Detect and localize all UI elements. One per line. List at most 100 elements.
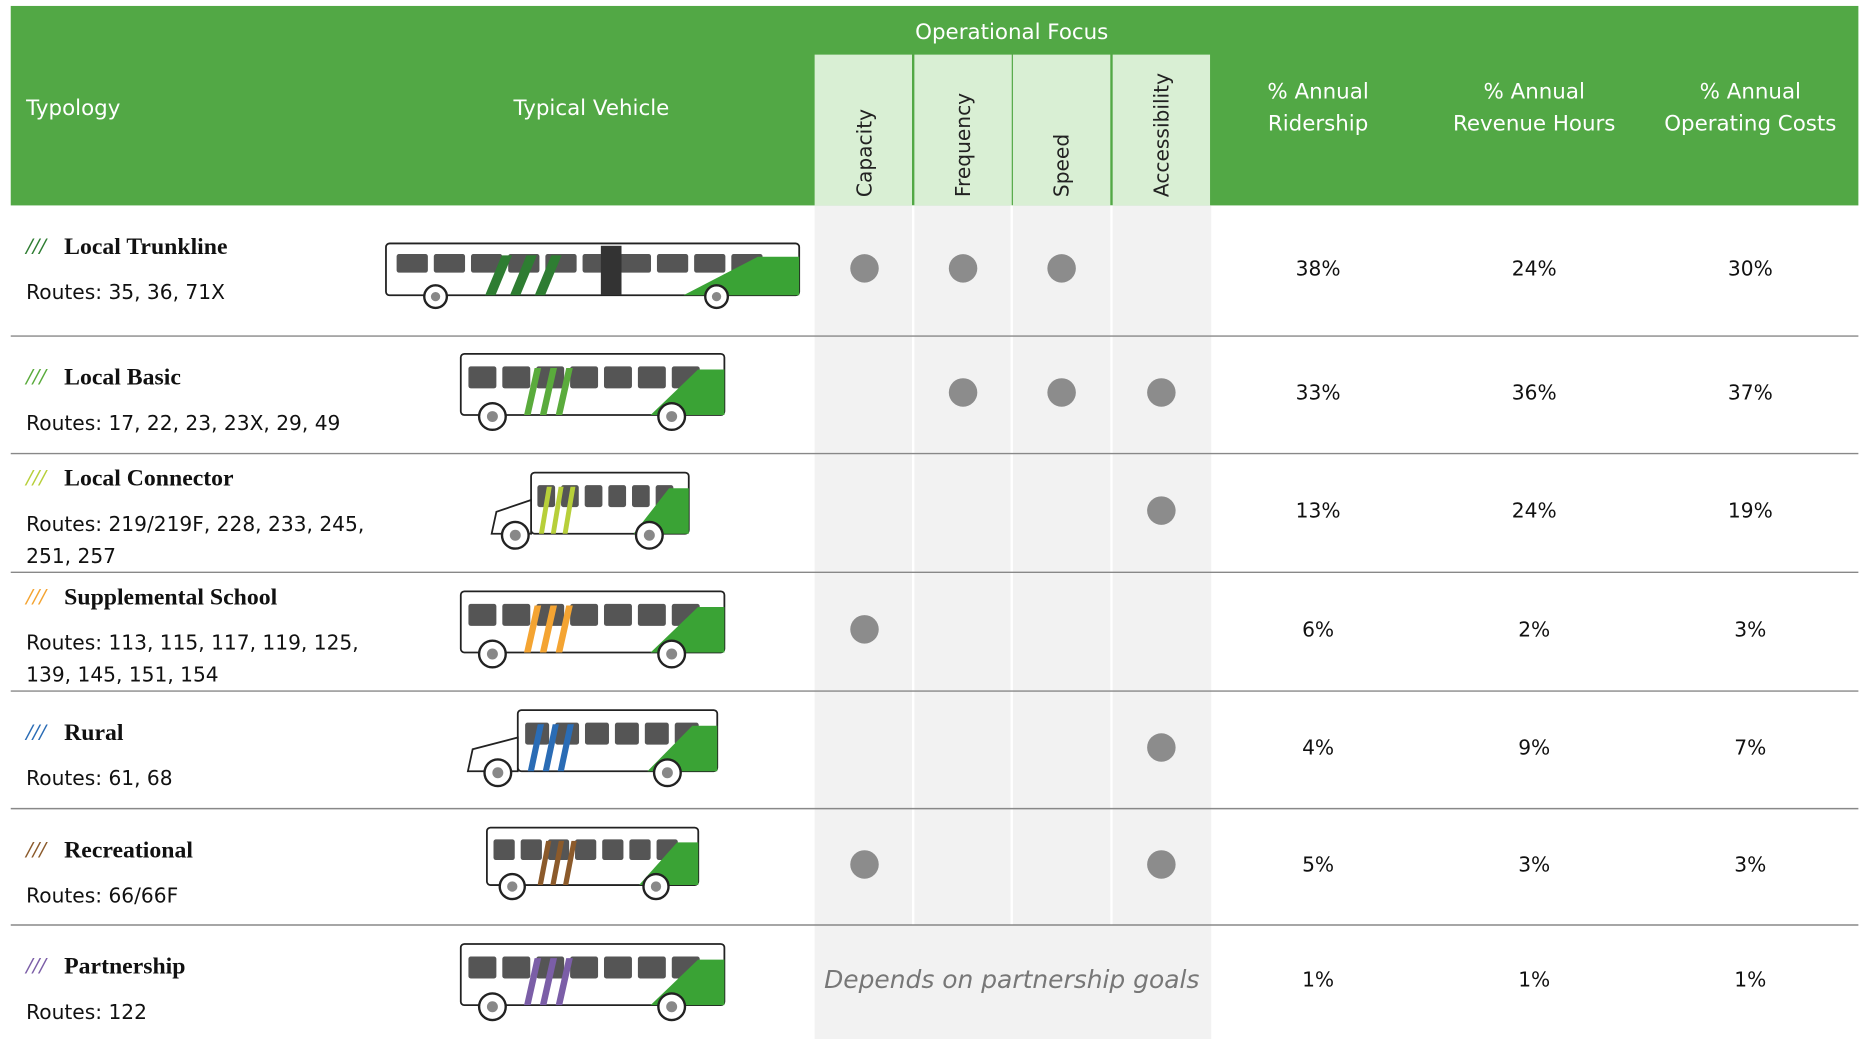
metric-header: Revenue Hours	[1453, 112, 1615, 137]
bus-slash	[537, 840, 552, 886]
bus-slash	[539, 958, 557, 1006]
bus-window	[470, 254, 503, 273]
bus-slash	[542, 724, 559, 772]
bus-window	[584, 722, 609, 745]
metric-header: % Annual	[1267, 80, 1368, 105]
vehicle-image	[459, 943, 726, 1022]
focus-dot	[948, 254, 978, 283]
metric-value: 4%	[1302, 736, 1334, 760]
bus-window	[570, 603, 599, 626]
metric-value: 5%	[1302, 853, 1334, 877]
metric-value: 1%	[1518, 968, 1550, 992]
focus-header-label: Frequency	[951, 93, 975, 197]
focus-header-cell	[814, 54, 913, 206]
header-typology: Typology	[25, 96, 120, 121]
row-marker: ///	[24, 365, 48, 391]
vehicle-image	[466, 709, 719, 788]
bus-hub	[492, 767, 504, 779]
focus-dot	[850, 850, 879, 879]
bus-window	[520, 839, 542, 861]
row-name: Local Connector	[64, 466, 234, 492]
metric-value: 30%	[1728, 256, 1773, 280]
bus-window	[468, 603, 497, 626]
metric-value: 36%	[1512, 381, 1557, 405]
metric-value: 37%	[1728, 381, 1773, 405]
bus-slash	[524, 367, 542, 415]
focus-header-cell	[1012, 54, 1111, 206]
bus-window	[608, 485, 627, 508]
bus-slash	[485, 255, 513, 296]
row-routes: Routes: 35, 36, 71X	[26, 280, 225, 304]
row-routes: Routes: 61, 68	[26, 766, 172, 790]
bus-window	[502, 366, 531, 389]
bus-slash	[509, 255, 537, 296]
bus-joint	[600, 245, 622, 296]
bus-hub	[643, 529, 655, 541]
bus-hub	[661, 767, 673, 779]
row-routes: Routes: 66/66F	[26, 883, 178, 907]
bus-hub	[486, 411, 498, 423]
row-routes: 251, 257	[26, 544, 116, 568]
focus-header-label: Speed	[1050, 134, 1074, 197]
row-marker: ///	[24, 234, 48, 260]
focus-note: Depends on partnership goals	[824, 965, 1199, 994]
bus-slash	[527, 724, 544, 772]
row-name: Recreational	[64, 837, 193, 863]
vehicle-image	[490, 471, 690, 550]
metric-header: Ridership	[1268, 112, 1368, 137]
bus-window	[603, 603, 632, 626]
focus-dot	[1147, 733, 1176, 762]
vehicle-image	[486, 826, 700, 901]
focus-header-cell	[1112, 54, 1211, 206]
row-routes: Routes: 219/219F, 228, 233, 245,	[26, 512, 364, 536]
metric-value: 1%	[1734, 968, 1766, 992]
bus-hub	[507, 881, 518, 892]
metric-header: % Annual	[1484, 80, 1585, 105]
bus-window	[584, 485, 603, 508]
bus-window	[602, 839, 624, 861]
bus-window	[468, 366, 497, 389]
bus-slash	[557, 724, 574, 772]
bus-window	[656, 254, 689, 273]
bus-window	[493, 839, 515, 861]
bus-window	[632, 485, 650, 508]
bus-window	[629, 839, 651, 861]
bus-window	[694, 254, 726, 273]
bus-window	[575, 839, 597, 861]
focus-dot	[948, 378, 978, 407]
row-name: Local Trunkline	[64, 234, 227, 260]
row-marker: ///	[24, 584, 48, 610]
row-marker: ///	[24, 837, 48, 863]
row-marker: ///	[24, 720, 48, 746]
row-name: Rural	[64, 720, 124, 746]
metric-value: 6%	[1302, 617, 1334, 641]
metric-value: 7%	[1734, 736, 1766, 760]
bus-slash	[562, 840, 577, 886]
bus-slash	[524, 605, 542, 653]
metric-value: 3%	[1518, 853, 1550, 877]
bus-hub	[711, 291, 722, 302]
bus-window	[637, 603, 666, 626]
bus-window	[644, 722, 669, 745]
focus-dot	[1147, 496, 1176, 525]
focus-dot	[1147, 378, 1176, 407]
focus-header-label: Accessibility	[1149, 73, 1173, 197]
bus-window	[433, 254, 466, 273]
metric-header: Operating Costs	[1664, 112, 1836, 137]
metric-value: 2%	[1518, 617, 1550, 641]
bus-window	[502, 603, 531, 626]
bus-window	[637, 956, 666, 979]
bus-hub	[486, 1001, 498, 1013]
metric-value: 1%	[1302, 968, 1334, 992]
row-name: Partnership	[64, 954, 185, 980]
bus-slash	[550, 486, 564, 534]
metric-value: 33%	[1296, 381, 1341, 405]
bus-window	[614, 722, 639, 745]
focus-dot	[850, 615, 879, 644]
metric-value: 24%	[1512, 256, 1557, 280]
metric-value: 3%	[1734, 617, 1766, 641]
bus-window	[637, 366, 666, 389]
focus-header-label: Capacity	[853, 109, 877, 197]
vehicle-image	[459, 590, 726, 669]
focus-header-cell	[914, 54, 1012, 206]
